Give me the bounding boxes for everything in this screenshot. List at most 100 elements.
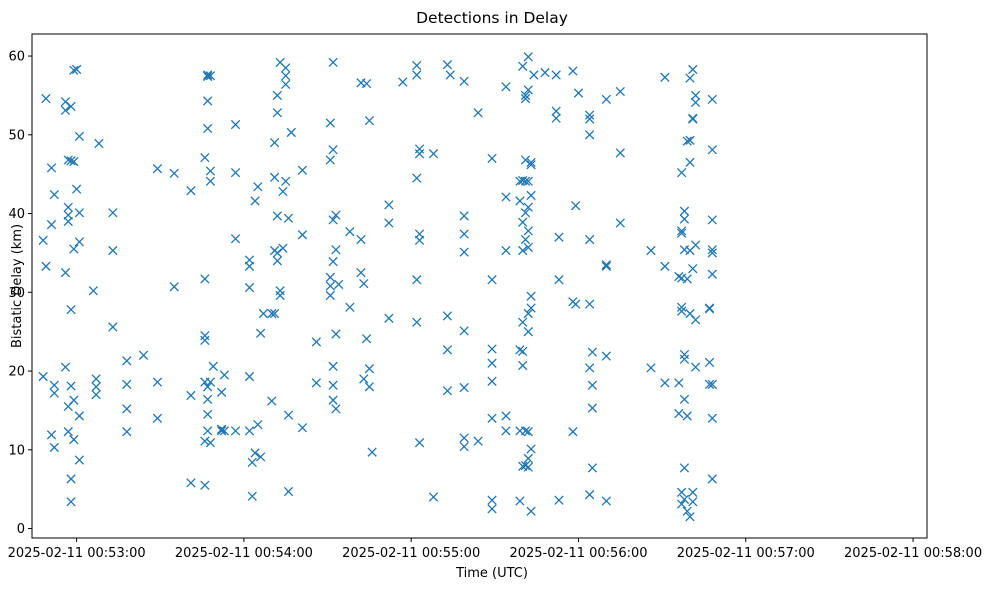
y-tick-label: 40 [8, 207, 25, 222]
data-point [216, 426, 227, 436]
data-point [250, 196, 260, 206]
data-point [60, 362, 71, 372]
data-point [520, 208, 531, 218]
data-point [523, 52, 533, 62]
data-point [325, 290, 335, 301]
data-point [278, 186, 288, 197]
data-point [255, 452, 266, 462]
data-point [328, 256, 338, 267]
data-point [60, 267, 71, 278]
data-point [571, 299, 581, 309]
data-point [219, 426, 230, 436]
data-point [297, 423, 308, 433]
data-point [523, 427, 533, 437]
data-point [523, 202, 533, 212]
data-point [688, 64, 698, 75]
data-point [682, 136, 692, 146]
data-point [244, 282, 255, 293]
data-point [688, 264, 698, 274]
x-tick-label: 2025-02-11 00:58:00 [844, 546, 982, 561]
data-point [707, 474, 717, 484]
data-point [660, 261, 670, 271]
data-point [501, 245, 511, 256]
data-point [685, 135, 695, 145]
data-point [414, 235, 425, 245]
data-point [152, 413, 163, 423]
data-point [518, 346, 528, 357]
data-point [487, 358, 497, 368]
data-point [66, 304, 76, 315]
data-point [152, 377, 163, 387]
y-tick-label: 10 [8, 443, 25, 458]
data-point [428, 149, 439, 159]
data-point [473, 108, 483, 118]
data-point [459, 382, 469, 393]
data-point [685, 73, 695, 83]
data-point [660, 72, 670, 82]
data-point [487, 413, 497, 423]
data-point [501, 82, 511, 92]
data-point [328, 145, 338, 155]
data-point [587, 347, 598, 357]
data-point [584, 114, 595, 124]
data-point [200, 274, 210, 284]
data-point [515, 196, 525, 206]
data-point [272, 90, 283, 101]
data-point [202, 96, 213, 106]
data-point [202, 426, 213, 436]
data-point [442, 311, 453, 321]
data-point [615, 86, 625, 97]
data-point [615, 218, 625, 228]
data-point [38, 235, 48, 245]
data-point [679, 394, 690, 405]
data-point [66, 381, 76, 391]
data-point [445, 70, 455, 80]
data-point [707, 245, 717, 255]
data-point [679, 206, 690, 216]
data-point [269, 308, 280, 319]
data-points [38, 52, 717, 522]
data-point [459, 211, 469, 221]
data-point [704, 304, 715, 314]
data-point [272, 256, 283, 266]
data-point [568, 66, 578, 76]
data-point [356, 234, 366, 245]
data-point [412, 317, 422, 327]
data-point [269, 138, 280, 148]
data-point [523, 462, 533, 472]
data-point [526, 190, 536, 201]
data-point [345, 227, 355, 237]
data-point [244, 426, 255, 436]
data-point [688, 487, 698, 497]
data-point [216, 387, 227, 397]
data-point [526, 506, 536, 516]
data-point [518, 360, 528, 371]
data-point [49, 189, 59, 200]
data-point [473, 436, 483, 446]
data-point [272, 108, 283, 118]
data-point [250, 448, 260, 458]
data-point [679, 214, 690, 224]
data-point [253, 182, 263, 192]
data-point [74, 131, 85, 142]
data-point [412, 60, 422, 71]
y-tick-label: 20 [8, 365, 25, 380]
data-point [676, 167, 687, 178]
data-point [74, 455, 85, 465]
y-tick-label: 0 [17, 522, 25, 537]
data-point [230, 234, 241, 244]
data-point [523, 85, 533, 95]
data-point [540, 67, 550, 78]
data-point [328, 361, 338, 371]
data-point [518, 245, 528, 256]
data-point [520, 426, 531, 436]
data-point [487, 504, 497, 514]
data-point [676, 306, 687, 316]
data-point [122, 379, 132, 390]
data-point [414, 149, 425, 159]
data-point [258, 308, 269, 319]
x-axis-ticks: 2025-02-11 00:53:00 2025-02-11 00:54:00 20… [8, 538, 982, 561]
data-point [74, 237, 85, 247]
data-point [247, 457, 257, 468]
data-point [60, 105, 71, 116]
